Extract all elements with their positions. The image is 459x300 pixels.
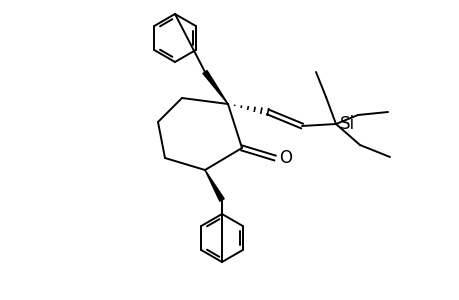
Text: O: O (279, 149, 291, 167)
Polygon shape (205, 170, 224, 201)
Text: Si: Si (339, 115, 354, 133)
Polygon shape (202, 70, 228, 104)
